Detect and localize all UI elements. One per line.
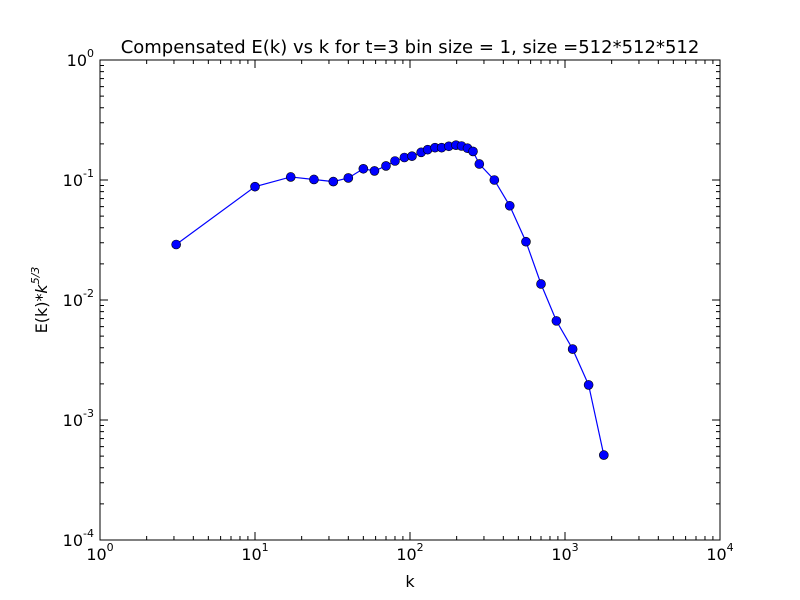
data-point — [358, 163, 369, 174]
y-tick-label-exponent: 0 — [87, 47, 94, 60]
x-tick-label-exponent: 2 — [417, 541, 424, 554]
data-point — [171, 239, 181, 250]
data-point — [599, 450, 609, 460]
x-tick-label-base: 10 — [706, 545, 726, 564]
data-point — [390, 156, 400, 166]
data-point — [583, 380, 594, 390]
data-point — [489, 175, 500, 185]
y-tick-label: 10-2 — [63, 287, 94, 310]
x-tick-label-base: 10 — [551, 545, 571, 564]
x-tick-label: 102 — [396, 541, 423, 564]
data-point — [468, 146, 478, 157]
x-tick-label-base: 10 — [396, 545, 416, 564]
y-tick-label-exponent: -2 — [83, 287, 94, 300]
y-axis-label-exponent: 5/3 — [29, 267, 42, 285]
y-tick-label: 100 — [67, 47, 94, 70]
x-axis-label: k — [405, 572, 415, 591]
data-point — [567, 344, 578, 354]
data-point — [536, 279, 546, 289]
svg-text:E(k)*k5/3: E(k)*k5/3 — [29, 267, 51, 334]
y-tick-label-base: 10 — [67, 51, 87, 70]
y-axis-label-prefix: E(k)* — [32, 294, 51, 334]
data-point — [504, 200, 515, 211]
y-tick-label: 10-4 — [63, 527, 94, 550]
data-point — [250, 181, 260, 192]
x-axis: 100 101 102 103 104 — [86, 60, 734, 564]
series-line — [175, 144, 605, 456]
data-point — [285, 172, 296, 182]
y-tick-label-base: 10 — [63, 171, 83, 190]
plot-frame — [99, 59, 721, 541]
x-tick-label-base: 10 — [241, 545, 261, 564]
data-point — [407, 151, 417, 161]
x-tick-label-exponent: 4 — [727, 541, 734, 554]
y-tick-label: 10-1 — [63, 167, 94, 190]
y-tick-label: 10-3 — [63, 407, 94, 430]
data-point — [343, 173, 354, 183]
x-tick-label: 101 — [241, 541, 268, 564]
x-tick-label: 104 — [706, 541, 733, 564]
y-tick-label-base: 10 — [63, 411, 83, 430]
data-point — [381, 161, 391, 171]
y-axis-label-base: k — [32, 284, 51, 294]
data-point — [369, 166, 380, 176]
data-point — [474, 159, 485, 169]
y-tick-label-base: 10 — [63, 531, 83, 550]
data-point — [309, 174, 319, 185]
y-tick-label-exponent: -1 — [83, 167, 94, 180]
x-tick-label-exponent: 1 — [262, 541, 269, 554]
y-axis-label: E(k)*k5/3 — [29, 267, 51, 334]
data-point — [328, 176, 339, 187]
chart-title: Compensated E(k) vs k for t=3 bin size =… — [121, 37, 700, 58]
x-tick-label-base: 10 — [86, 545, 106, 564]
x-tick-label: 103 — [551, 541, 578, 564]
y-tick-label-base: 10 — [63, 291, 83, 310]
data-point — [521, 236, 531, 247]
x-tick-label-exponent: 3 — [572, 541, 579, 554]
x-tick-label-exponent: 0 — [107, 541, 114, 554]
y-tick-label-exponent: -3 — [83, 407, 94, 420]
x-tick-label: 100 — [86, 541, 113, 564]
data-point — [551, 316, 562, 326]
series-layer — [171, 140, 609, 460]
y-tick-label-exponent: -4 — [83, 527, 94, 540]
